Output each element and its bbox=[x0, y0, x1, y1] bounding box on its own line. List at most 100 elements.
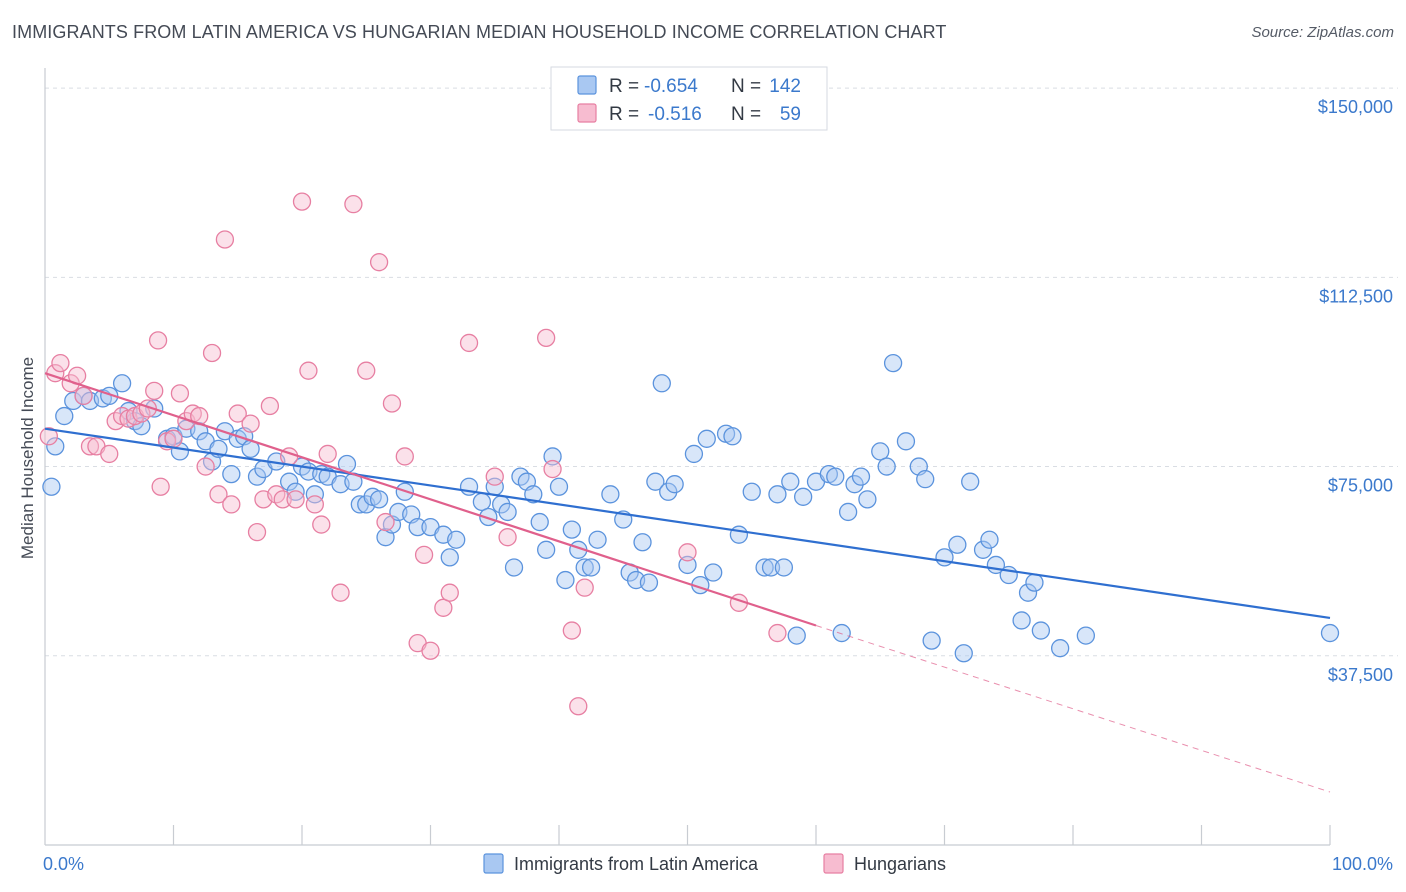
point-hungarians bbox=[39, 427, 59, 446]
trend-lines bbox=[44, 372, 1331, 793]
legend-r-value-pink: -0.516 bbox=[648, 104, 702, 125]
point-hungarians bbox=[575, 578, 594, 597]
point-latin-america bbox=[755, 558, 774, 577]
point-hungarians bbox=[209, 485, 228, 504]
point-hungarians bbox=[421, 641, 440, 660]
point-latin-america bbox=[973, 540, 993, 559]
point-latin-america bbox=[112, 374, 132, 393]
point-latin-america bbox=[46, 437, 65, 456]
legend-r-label-pink: R = bbox=[609, 104, 639, 125]
x-tick-label: 0.0% bbox=[43, 854, 84, 874]
point-latin-america bbox=[562, 520, 581, 539]
point-latin-america bbox=[479, 507, 498, 527]
point-hungarians bbox=[678, 543, 697, 562]
legend-n-value-blue: 142 bbox=[769, 76, 801, 97]
point-latin-america bbox=[935, 548, 954, 567]
source-label: Source: ZipAtlas.com bbox=[1251, 24, 1394, 41]
point-hungarians bbox=[768, 623, 787, 643]
point-hungarians bbox=[305, 495, 325, 514]
legend-swatch-blue bbox=[577, 75, 597, 95]
point-latin-america bbox=[247, 467, 267, 486]
point-latin-america bbox=[916, 470, 935, 489]
point-hungarians bbox=[215, 230, 235, 249]
point-latin-america bbox=[530, 512, 549, 532]
point-latin-america bbox=[646, 472, 665, 491]
point-latin-america bbox=[639, 573, 659, 592]
point-latin-america bbox=[556, 570, 575, 590]
point-latin-america bbox=[742, 482, 761, 501]
grid-lines bbox=[45, 87, 1398, 657]
trend-line-latin-america bbox=[44, 427, 1331, 620]
point-latin-america bbox=[408, 517, 427, 537]
x-tick-label: 100.0% bbox=[1332, 854, 1393, 874]
point-hungarians bbox=[228, 404, 247, 423]
point-latin-america bbox=[838, 502, 858, 522]
point-hungarians bbox=[196, 457, 215, 476]
point-latin-america bbox=[1012, 611, 1031, 630]
point-latin-america bbox=[684, 444, 704, 464]
point-latin-america bbox=[826, 467, 845, 486]
point-hungarians bbox=[318, 444, 337, 464]
legend-n-label-pink: N = bbox=[731, 104, 761, 125]
point-latin-america bbox=[704, 563, 723, 582]
point-hungarians bbox=[434, 598, 453, 617]
point-hungarians bbox=[331, 583, 350, 602]
point-latin-america bbox=[781, 472, 800, 491]
point-hungarians bbox=[292, 192, 312, 211]
point-latin-america bbox=[440, 548, 459, 567]
point-hungarians bbox=[222, 495, 241, 514]
point-latin-america bbox=[851, 467, 871, 486]
point-latin-america bbox=[601, 485, 620, 504]
y-axis-label: Median Household Income bbox=[18, 357, 37, 559]
point-latin-america bbox=[543, 447, 562, 466]
point-latin-america bbox=[55, 406, 74, 426]
y-tick-label: $75,000 bbox=[1328, 476, 1393, 496]
legend-r-value-blue: -0.654 bbox=[644, 76, 698, 97]
point-latin-america bbox=[42, 477, 61, 496]
point-hungarians bbox=[312, 515, 331, 534]
y-tick-labels: $37,500 $75,000 $112,500 $150,000 bbox=[1318, 97, 1393, 685]
point-latin-america bbox=[678, 555, 697, 575]
series-hungarians-points bbox=[39, 192, 787, 716]
point-hungarians bbox=[485, 467, 504, 486]
point-hungarians bbox=[148, 331, 168, 350]
point-hungarians bbox=[273, 490, 292, 509]
point-hungarians bbox=[459, 333, 479, 353]
point-hungarians bbox=[537, 328, 556, 348]
point-latin-america bbox=[761, 558, 781, 577]
point-hungarians bbox=[562, 621, 581, 640]
point-latin-america bbox=[279, 472, 299, 491]
point-latin-america bbox=[1025, 573, 1044, 592]
point-latin-america bbox=[504, 558, 524, 577]
point-latin-america bbox=[524, 485, 543, 504]
point-latin-america bbox=[877, 457, 896, 476]
point-latin-america bbox=[787, 626, 806, 645]
point-latin-america bbox=[588, 530, 607, 549]
legend-n-label-blue: N = bbox=[731, 76, 761, 97]
x-tick-labels: 0.0% 100.0% bbox=[43, 854, 1393, 874]
point-latin-america bbox=[729, 525, 749, 544]
point-latin-america bbox=[858, 490, 877, 509]
point-latin-america bbox=[845, 475, 864, 494]
y-tick-label: $112,500 bbox=[1319, 286, 1393, 306]
point-hungarians bbox=[51, 353, 70, 373]
point-latin-america bbox=[222, 464, 241, 484]
point-latin-america bbox=[1320, 623, 1340, 643]
point-hungarians bbox=[543, 459, 562, 479]
bottom-legend-swatch-blue bbox=[483, 853, 504, 874]
point-hungarians bbox=[357, 361, 376, 380]
point-latin-america bbox=[633, 533, 652, 552]
point-latin-america bbox=[1018, 583, 1038, 602]
point-hungarians bbox=[299, 361, 318, 380]
point-latin-america bbox=[369, 490, 389, 509]
point-latin-america bbox=[652, 374, 671, 393]
point-latin-america bbox=[768, 485, 787, 504]
point-latin-america bbox=[723, 427, 742, 446]
point-hungarians bbox=[80, 437, 100, 456]
point-latin-america bbox=[581, 558, 601, 577]
point-latin-america bbox=[1031, 621, 1051, 640]
point-latin-america bbox=[549, 477, 569, 496]
legend-n-value-pink: 59 bbox=[780, 104, 801, 125]
point-latin-america bbox=[498, 502, 517, 522]
trend-line-hungarians bbox=[44, 372, 817, 627]
